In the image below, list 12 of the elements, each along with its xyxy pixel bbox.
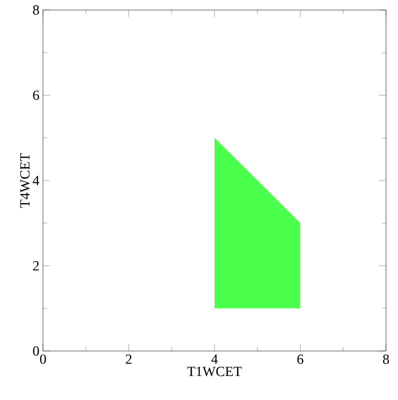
y-tick-label: 0 [33,346,39,356]
x-tick-label: 6 [297,354,304,364]
x-tick-label: 0 [40,354,46,364]
y-axis-title: T4WCET [20,153,30,208]
y-tick-label: 2 [33,261,39,270]
y-tick-label: 8 [33,5,39,15]
x-tick-label: 8 [383,354,389,364]
x-tick-label: 4 [211,354,218,364]
y-tick-label: 6 [33,90,40,100]
y-tick-label: 4 [32,176,40,186]
x-tick-label: 2 [126,354,132,364]
x-axis-title: T1WCET [187,366,242,376]
